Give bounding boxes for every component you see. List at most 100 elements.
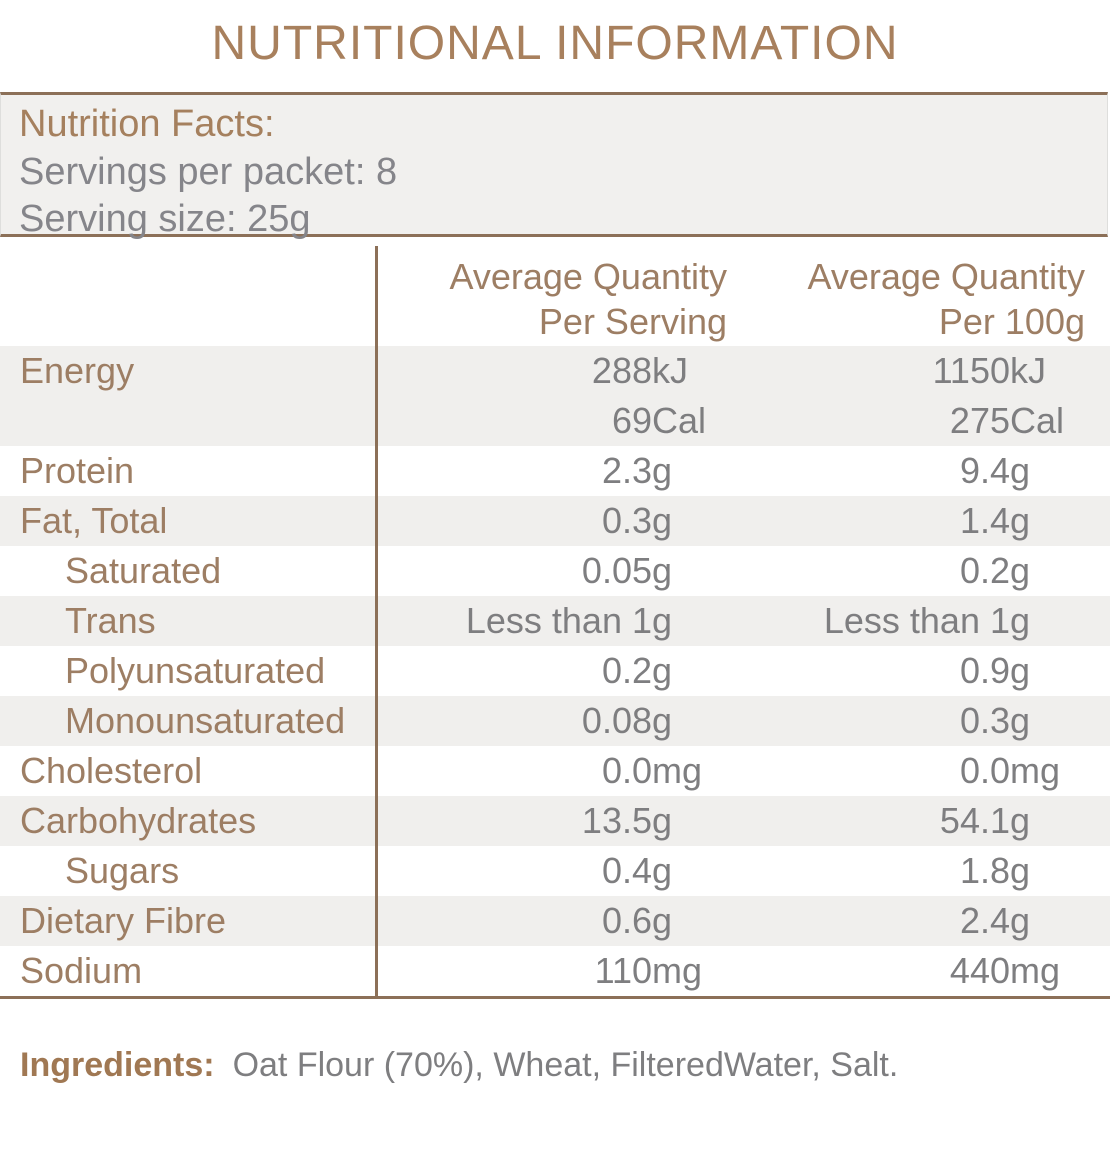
col-header-per-100g: Average Quantity Per 100g bbox=[732, 246, 1090, 346]
table-row-dietary-fibre: Dietary Fibre 0.6 g 2.4 g bbox=[0, 896, 1110, 946]
value-per-serving: 0.3 g bbox=[378, 500, 732, 542]
row-label: Dietary Fibre bbox=[20, 900, 227, 941]
value-number: 275 bbox=[949, 400, 1010, 441]
value-number: 110 bbox=[594, 950, 652, 991]
table-row-saturated: Saturated 0.05 g 0.2 g bbox=[0, 546, 1110, 596]
row-label: Protein bbox=[20, 450, 135, 491]
table-row-sodium: Sodium 110 mg 440 mg bbox=[0, 946, 1110, 996]
value-unit: Cal bbox=[652, 400, 707, 441]
value-per-100g: 1.4 g bbox=[732, 500, 1090, 542]
value-per-serving: 0.0 mg bbox=[378, 750, 732, 792]
value-per-100g: 0.9 g bbox=[732, 650, 1090, 692]
value-unit: g bbox=[652, 550, 673, 591]
value-per-serving: 288 kJ bbox=[378, 350, 732, 392]
value-unit: g bbox=[1010, 800, 1031, 841]
value-number: 0.4 bbox=[601, 850, 652, 891]
table-row-sugars: Sugars 0.4 g 1.8 g bbox=[0, 846, 1110, 896]
ingredients-text: Oat Flour (70%), Wheat, FilteredWater, S… bbox=[232, 1046, 899, 1084]
row-label: Trans bbox=[65, 600, 156, 641]
value-per-serving: 0.4 g bbox=[378, 850, 732, 892]
table-row-energy-cal: 69 Cal 275 Cal bbox=[0, 396, 1110, 446]
value-number: 9.4 bbox=[959, 450, 1010, 491]
value-unit: kJ bbox=[1010, 350, 1046, 391]
col-header-per-serving: Average Quantity Per Serving bbox=[378, 246, 732, 346]
value-number: 0.0 bbox=[601, 750, 652, 791]
row-label: Polyunsaturated bbox=[65, 650, 326, 691]
value-unit: g bbox=[652, 500, 673, 541]
value-unit: g bbox=[1010, 550, 1031, 591]
value-unit: mg bbox=[652, 950, 703, 991]
row-label: Monounsaturated bbox=[65, 700, 346, 741]
value-number: 440 bbox=[949, 950, 1010, 991]
value-unit: g bbox=[1010, 600, 1031, 641]
value-per-100g: 275 Cal bbox=[732, 400, 1090, 442]
col-header-line1: Average Quantity bbox=[807, 256, 1085, 297]
value-number: 0.3 bbox=[601, 500, 652, 541]
value-number: 0.08 bbox=[581, 700, 652, 741]
value-number: Less than 1 bbox=[823, 600, 1010, 641]
row-label: Sugars bbox=[65, 850, 180, 891]
servings-per-packet: Servings per packet: 8 bbox=[19, 151, 398, 193]
value-unit: Cal bbox=[1010, 400, 1065, 441]
value-per-100g: 1.8 g bbox=[732, 850, 1090, 892]
value-unit: kJ bbox=[652, 350, 688, 391]
row-label: Cholesterol bbox=[20, 750, 203, 791]
value-per-100g: 9.4 g bbox=[732, 450, 1090, 492]
row-label: Carbohydrates bbox=[20, 800, 257, 841]
table-row-energy: Energy 288 kJ 1150 kJ bbox=[0, 346, 1110, 396]
value-unit: g bbox=[1010, 650, 1031, 691]
value-number: 69 bbox=[611, 400, 652, 441]
value-per-serving: 0.2 g bbox=[378, 650, 732, 692]
value-per-100g: 1150 kJ bbox=[732, 350, 1090, 392]
table-row-cholesterol: Cholesterol 0.0 mg 0.0 mg bbox=[0, 746, 1110, 796]
column-divider-line bbox=[375, 246, 378, 996]
value-per-serving: 0.6 g bbox=[378, 900, 732, 942]
value-unit: g bbox=[1010, 900, 1031, 941]
ingredients-line: Ingredients: Oat Flour (70%), Wheat, Filt… bbox=[20, 1046, 898, 1085]
page-title: NUTRITIONAL INFORMATION bbox=[211, 17, 899, 70]
table-row-carbohydrates: Carbohydrates 13.5 g 54.1 g bbox=[0, 796, 1110, 846]
value-unit: g bbox=[1010, 450, 1031, 491]
value-unit: g bbox=[1010, 700, 1031, 741]
ingredients-label: Ingredients: bbox=[20, 1046, 215, 1084]
nutrition-facts-panel: Nutrition Facts: Servings per packet: 8 … bbox=[0, 92, 1108, 240]
col-header-line2: Per Serving bbox=[538, 301, 727, 342]
row-label: Fat, Total bbox=[20, 500, 168, 541]
table-row-fat-total: Fat, Total 0.3 g 1.4 g bbox=[0, 496, 1110, 546]
value-number: 1.4 bbox=[959, 500, 1010, 541]
row-label: Saturated bbox=[65, 550, 222, 591]
value-per-serving: 2.3 g bbox=[378, 450, 732, 492]
value-number: 0.9 bbox=[959, 650, 1010, 691]
value-per-serving: 0.08 g bbox=[378, 700, 732, 742]
value-per-100g: 0.2 g bbox=[732, 550, 1090, 592]
value-per-serving: 69 Cal bbox=[378, 400, 732, 442]
value-per-serving: 0.05 g bbox=[378, 550, 732, 592]
value-number: Less than 1 bbox=[465, 600, 652, 641]
value-unit: g bbox=[652, 900, 673, 941]
value-number: 0.0 bbox=[959, 750, 1010, 791]
value-number: 1150 bbox=[932, 350, 1010, 391]
value-unit: g bbox=[652, 600, 673, 641]
value-number: 0.05 bbox=[581, 550, 652, 591]
col-header-line1: Average Quantity bbox=[449, 256, 727, 297]
value-unit: mg bbox=[1010, 750, 1061, 791]
value-number: 0.6 bbox=[601, 900, 652, 941]
facts-heading: Nutrition Facts: bbox=[19, 103, 275, 145]
value-number: 2.3 bbox=[601, 450, 652, 491]
row-label: Sodium bbox=[20, 950, 143, 991]
value-number: 288 bbox=[591, 350, 652, 391]
value-number: 54.1 bbox=[939, 800, 1010, 841]
value-per-100g: 0.0 mg bbox=[732, 750, 1090, 792]
value-per-serving: 13.5 g bbox=[378, 800, 732, 842]
table-row-polyunsaturated: Polyunsaturated 0.2 g 0.9 g bbox=[0, 646, 1110, 696]
row-label: Energy bbox=[20, 350, 135, 391]
col-header-line2: Per 100g bbox=[938, 301, 1085, 342]
value-unit: g bbox=[1010, 850, 1031, 891]
table-row-monounsaturated: Monounsaturated 0.08 g 0.3 g bbox=[0, 696, 1110, 746]
value-number: 1.8 bbox=[959, 850, 1010, 891]
value-per-100g: 2.4 g bbox=[732, 900, 1090, 942]
